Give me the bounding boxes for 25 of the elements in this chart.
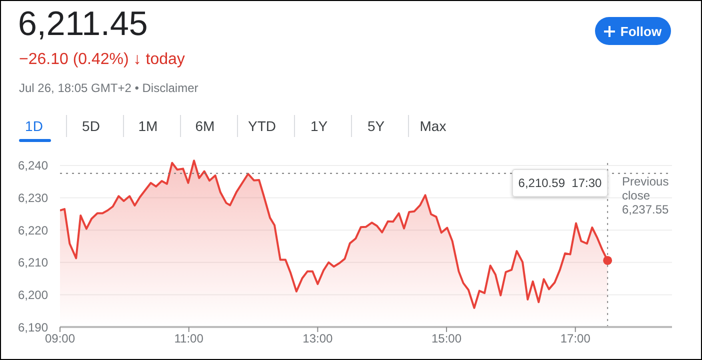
x-tick-label: 13:00 xyxy=(302,332,334,346)
x-tick-label: 09:00 xyxy=(44,332,76,346)
chart-subtitle: −26.10 (0.42%) ↓ today xyxy=(19,51,185,69)
x-tick-label: 17:00 xyxy=(560,332,591,346)
follow-button: Follow xyxy=(595,17,671,45)
text: Jul 26, 18:05 GMT+2 • Disclaimer xyxy=(19,81,198,95)
text: 1D xyxy=(24,118,44,134)
y-tick-label: 6,210 xyxy=(18,256,48,270)
text: 5D xyxy=(81,118,101,134)
y-tick-label: 6,200 xyxy=(18,288,48,302)
chart-title: 6,211.45 xyxy=(18,5,148,44)
text: Max xyxy=(418,118,448,134)
text: 1M xyxy=(137,118,159,134)
x-tick-label: 11:00 xyxy=(174,332,204,346)
text: 5Y xyxy=(366,118,386,134)
y-tick-label: 6,240 xyxy=(18,158,48,173)
text: 1Y xyxy=(309,118,329,134)
text: 6M xyxy=(194,118,216,134)
y-tick-label: 6,230 xyxy=(18,191,48,206)
annotation: 6,210.59 17:30 xyxy=(517,176,603,190)
x-tick-label: 15:00 xyxy=(432,332,462,346)
y-tick-label: 6,190 xyxy=(18,320,48,334)
y-tick-label: 6,220 xyxy=(18,223,48,238)
text: YTD xyxy=(247,118,277,134)
ref-line-label: Previous close 6,237.55 xyxy=(622,174,670,216)
